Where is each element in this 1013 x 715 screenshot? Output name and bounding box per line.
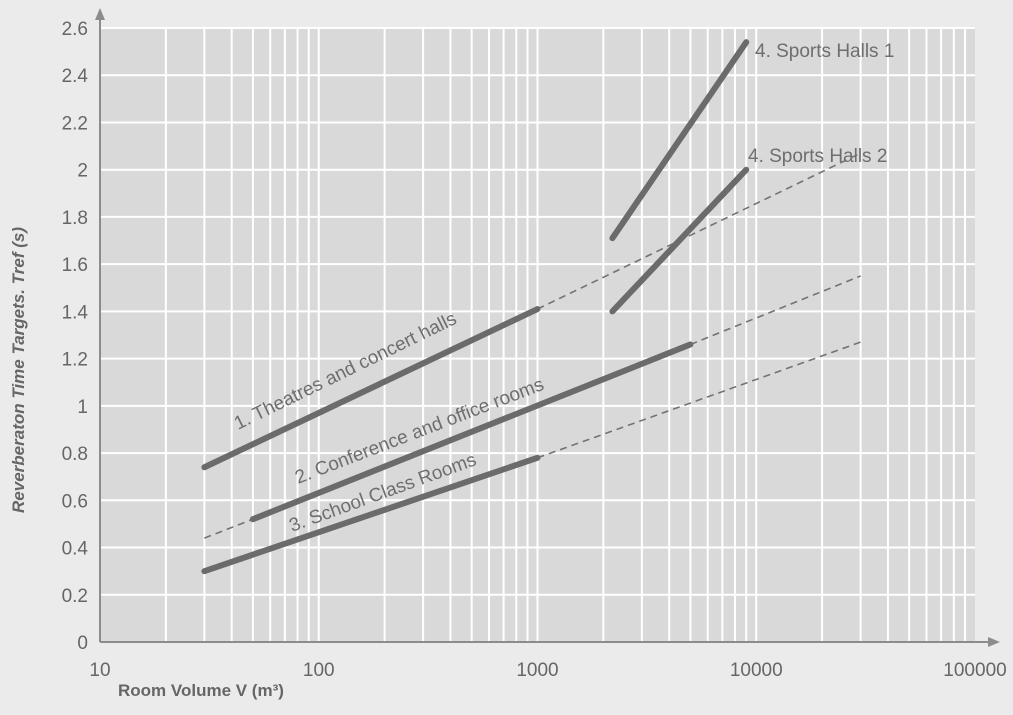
y-tick-label: 0.2 <box>62 586 88 607</box>
y-tick-label: 0 <box>77 633 88 654</box>
series-3-dashed-line <box>537 341 861 459</box>
y-tick-label: 1.2 <box>62 350 88 371</box>
y-axis-title: Reverberaton Time Targets. Tref (s) <box>9 227 28 513</box>
x-tick-label: 100 <box>303 660 335 681</box>
y-tick-label: 2.2 <box>62 113 88 134</box>
y-tick-label: 1.4 <box>62 302 89 323</box>
series-1-solid-line <box>201 306 541 471</box>
y-tick-label: 1 <box>77 397 88 418</box>
y-tick-label: 2.6 <box>62 19 88 40</box>
y-tick-label: 0.4 <box>62 539 89 560</box>
x-tick-label: 10 <box>89 660 110 681</box>
y-tick-label: 2 <box>77 161 88 182</box>
y-tick-label: 0.6 <box>62 491 88 512</box>
x-tick-label: 100000 <box>943 660 1006 681</box>
y-axis-arrow <box>95 8 105 20</box>
tick-labels: 0 0.2 0.4 0.6 0.8 1 1.2 1.4 1.6 1.8 2 2.2 2.4 2.6 10 10… <box>62 19 1007 681</box>
axes <box>95 8 1000 647</box>
y-tick-label: 1.6 <box>62 255 88 276</box>
x-tick-label: 1000 <box>516 660 558 681</box>
series-5-solid-line <box>609 166 750 315</box>
grid <box>100 27 975 642</box>
x-axis-arrow <box>988 637 1000 647</box>
y-tick-label: 2.4 <box>62 66 89 87</box>
series-layer <box>201 39 861 575</box>
series-4-solid-line <box>609 39 750 242</box>
x-tick-label: 10000 <box>730 660 783 681</box>
series-2-dashed-line <box>204 518 254 539</box>
x-axis-title: Room Volume V (m³) <box>118 681 284 700</box>
y-tick-label: 0.8 <box>62 444 88 465</box>
series-5-label: 4. Sports Halls 2 <box>748 146 887 167</box>
series-2-solid-line <box>249 341 694 523</box>
y-tick-label: 1.8 <box>62 208 88 229</box>
series-3-solid-line <box>201 454 541 575</box>
series-2-dashed-extension <box>690 275 861 346</box>
series-4-label: 4. Sports Halls 1 <box>755 41 894 62</box>
